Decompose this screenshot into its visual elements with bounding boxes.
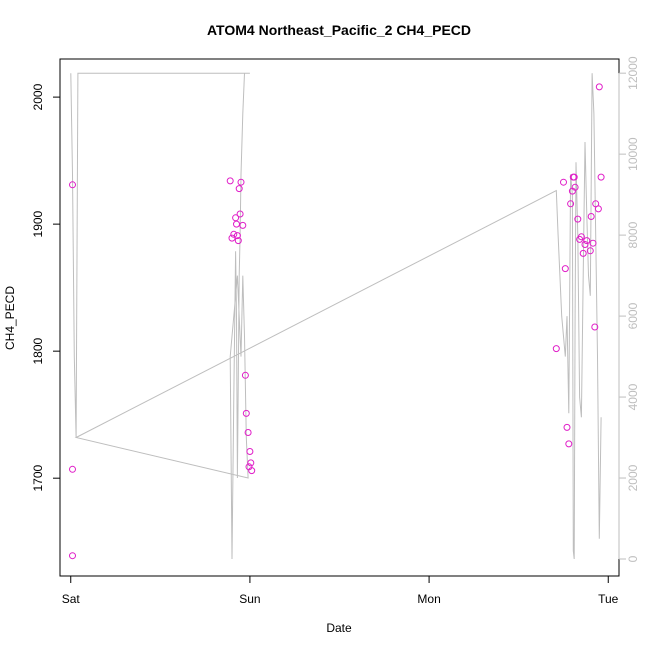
- y-axis-left: 1700 1800 1900 2000: [31, 83, 61, 492]
- x-tick-label: Mon: [417, 592, 440, 606]
- data-point: [236, 210, 244, 218]
- y2-tick-label: 0: [626, 555, 640, 562]
- data-point: [571, 183, 579, 191]
- plot-frame: [59, 58, 620, 577]
- y2-tick-label: 12000: [626, 56, 640, 90]
- data-point: [247, 459, 255, 467]
- data-point: [586, 247, 594, 255]
- y2-tick-label: 8000: [626, 221, 640, 248]
- data-point: [570, 173, 578, 181]
- data-point: [591, 323, 599, 331]
- data-point: [567, 200, 575, 208]
- x-tick-label: Sun: [239, 592, 260, 606]
- data-point: [230, 230, 238, 238]
- data-point: [244, 429, 252, 436]
- y-axis-right: 0 2000 4000 6000 8000 10000 12000: [618, 56, 640, 562]
- y-tick-label: 2000: [31, 83, 45, 110]
- data-point: [560, 178, 567, 186]
- series-line: [70, 72, 602, 560]
- y-axis-label: CH4_PECD: [3, 286, 17, 350]
- data-point: [563, 423, 571, 431]
- y-tick-label: 1900: [31, 210, 45, 237]
- chart-title: ATOM4 Northeast_Pacific_2 CH4_PECD: [207, 22, 471, 38]
- data-point: [233, 220, 240, 228]
- data-point: [581, 241, 589, 248]
- data-point: [235, 185, 243, 193]
- data-point: [579, 249, 587, 257]
- y2-tick-label: 2000: [626, 464, 640, 491]
- data-point: [561, 265, 569, 273]
- data-point: [552, 345, 560, 353]
- data-point: [248, 467, 256, 475]
- points-layer: [69, 83, 605, 560]
- data-point: [69, 181, 76, 189]
- data-point: [583, 237, 591, 245]
- y-tick-label: 1700: [31, 465, 45, 492]
- y2-tick-label: 4000: [626, 383, 640, 410]
- data-point: [69, 552, 76, 560]
- data-point: [587, 213, 595, 220]
- data-point: [565, 440, 573, 448]
- x-tick-label: Sat: [62, 592, 81, 606]
- data-point: [239, 221, 247, 229]
- line-layer: [70, 72, 602, 560]
- data-point: [574, 215, 582, 223]
- x-tick-label: Tue: [598, 592, 619, 606]
- data-point: [226, 177, 234, 185]
- x-axis-label: Date: [326, 621, 352, 635]
- data-point: [233, 232, 241, 240]
- x-axis: Sat Sun Mon Tue: [62, 575, 619, 606]
- data-point: [594, 205, 602, 213]
- data-point: [597, 173, 605, 181]
- data-point: [595, 83, 603, 91]
- y2-tick-label: 6000: [626, 302, 640, 329]
- data-point: [234, 237, 242, 245]
- data-point: [237, 178, 245, 186]
- data-point: [589, 239, 597, 247]
- data-point: [69, 465, 76, 473]
- data-point: [577, 233, 585, 241]
- data-point: [242, 409, 250, 417]
- data-point: [246, 448, 254, 455]
- data-point: [241, 371, 249, 379]
- y2-tick-label: 10000: [626, 137, 640, 171]
- y-tick-label: 1800: [31, 337, 45, 364]
